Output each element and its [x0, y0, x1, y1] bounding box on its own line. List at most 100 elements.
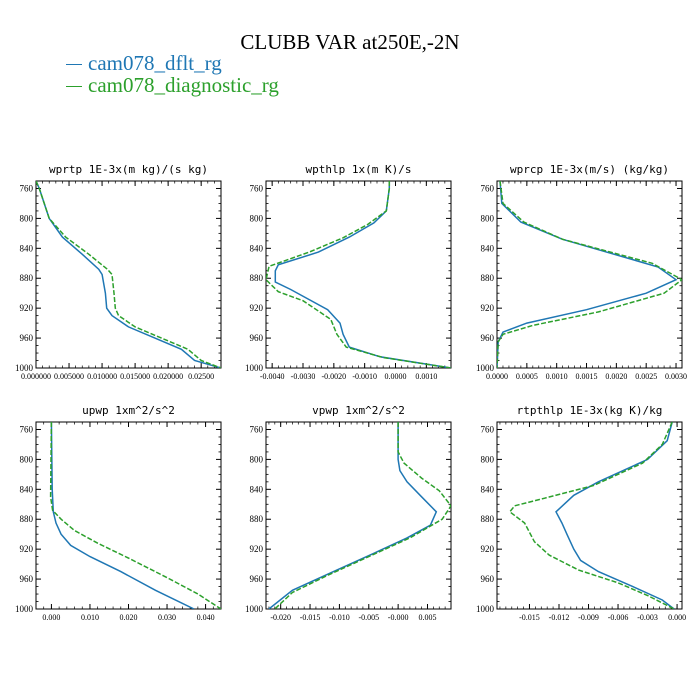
legend: cam078_dflt_rg cam078_diagnostic_rg: [66, 52, 279, 96]
series-line-dflt: [268, 422, 438, 609]
x-tick-label: 0.015000: [120, 372, 150, 381]
series-line-diagnostic: [266, 181, 451, 368]
y-tick-label: 1000: [15, 363, 34, 373]
y-tick-label: 1000: [476, 363, 495, 373]
x-tick-label: 0.02500: [188, 372, 214, 381]
y-tick-label: 760: [20, 424, 34, 434]
y-tick-label: 760: [481, 183, 495, 193]
legend-item-diagnostic: cam078_diagnostic_rg: [66, 74, 279, 96]
y-tick-label: 840: [481, 243, 495, 253]
x-tick-label: 0.0000: [486, 372, 508, 381]
chart-panel-2: wpthlp 1x(m K)/s7608008408809209601000-0…: [245, 163, 452, 381]
x-tick-label: 0.000: [668, 613, 686, 622]
y-tick-label: 920: [481, 303, 495, 313]
chart-panel-3: wprcp 1E-3x(m/s) (kg/kg) 760 800 840 880 920 9…: [476, 163, 687, 381]
panel-title: wprtp 1E-3x(m kg)/(s kg): [49, 163, 208, 176]
x-tick-label: 0.010: [81, 613, 99, 622]
y-tick-label: 1000: [245, 604, 264, 614]
legend-swatch-diagnostic: [66, 85, 82, 87]
x-tick-label: -0.012: [549, 613, 570, 622]
series-line-diagnostic: [49, 422, 221, 609]
series-line-dflt: [274, 181, 451, 368]
y-tick-label: 880: [481, 514, 495, 524]
x-tick-label: 0.005000: [54, 372, 84, 381]
series-line-dflt: [497, 181, 678, 368]
y-tick-label: 920: [250, 303, 264, 313]
y-tick-label: 760: [250, 424, 264, 434]
legend-label-diagnostic: cam078_diagnostic_rg: [88, 73, 279, 97]
plot-frame: [496, 421, 683, 610]
y-tick-label: 800: [250, 213, 264, 223]
plot-frame: [265, 421, 452, 610]
x-tick-label: 0.005: [419, 613, 437, 622]
x-tick-label: 0.0005: [516, 372, 538, 381]
y-tick-label: 840: [20, 484, 34, 494]
x-tick-label: -0.000: [388, 613, 409, 622]
x-tick-label: -0.0030: [291, 372, 316, 381]
y-tick-label: 960: [250, 574, 264, 584]
x-tick-label: -0.003: [637, 613, 658, 622]
y-tick-label: 880: [250, 273, 264, 283]
figure-title: CLUBB VAR at250E,-2N: [240, 30, 460, 54]
series-line-dflt: [555, 422, 675, 609]
y-tick-label: 800: [20, 454, 34, 464]
y-tick-label: 960: [250, 333, 264, 343]
y-tick-label: 960: [481, 333, 495, 343]
y-tick-label: 1000: [476, 604, 495, 614]
y-tick-label: 920: [20, 544, 34, 554]
y-tick-label: 800: [481, 454, 495, 464]
panel-title: rtpthlp 1E-3x(kg K)/kg: [517, 404, 663, 417]
panel-title: wprcp 1E-3x(m/s) (kg/kg): [510, 163, 669, 176]
chart-panel-6: rtpthlp 1E-3x(kg K)/kg 760 800 840 880 920 960…: [476, 404, 686, 622]
x-tick-label: -0.006: [608, 613, 629, 622]
y-tick-label: 800: [250, 454, 264, 464]
y-tick-label: 840: [20, 243, 34, 253]
y-tick-label: 960: [20, 574, 34, 584]
series-line-diagnostic: [274, 422, 451, 609]
series-line-dflt: [36, 181, 221, 368]
x-tick-label: 0.0015: [576, 372, 598, 381]
panel-title: upwp 1xm^2/s^2: [82, 404, 175, 417]
x-tick-label: 0.0030: [665, 372, 687, 381]
plot-frame: [496, 180, 683, 369]
chart-panel-4: upwp 1xm^2/s^2 760 800 840 880 920 960 1000 0.00…: [15, 404, 222, 622]
series-line-diagnostic: [508, 422, 675, 609]
x-tick-label: -0.020: [270, 613, 291, 622]
y-tick-label: 800: [20, 213, 34, 223]
y-tick-label: 920: [481, 544, 495, 554]
x-tick-label: -0.0040: [260, 372, 285, 381]
y-tick-label: 880: [20, 514, 34, 524]
x-tick-label: -0.015: [519, 613, 540, 622]
series-line-diagnostic: [497, 181, 682, 368]
chart-panel-5: vpwp 1xm^2/s^2 760 800 840 880 920 960 1000 -0.0…: [245, 404, 452, 622]
plot-frame: [35, 180, 222, 369]
panel-title: vpwp 1xm^2/s^2: [312, 404, 405, 417]
panel-title: wpthlp 1x(m K)/s: [306, 163, 412, 176]
series-line-diagnostic: [36, 181, 221, 368]
x-tick-label: -0.009: [578, 613, 599, 622]
y-tick-label: 840: [250, 484, 264, 494]
plot-frame: [265, 180, 452, 369]
y-tick-label: 760: [20, 183, 34, 193]
y-tick-label: 880: [250, 514, 264, 524]
x-tick-label: 0.030: [158, 613, 176, 622]
legend-item-dflt: cam078_dflt_rg: [66, 52, 279, 74]
x-tick-label: -0.0020: [321, 372, 346, 381]
x-tick-label: -0.010: [329, 613, 350, 622]
y-tick-label: 880: [20, 273, 34, 283]
legend-swatch-dflt: [66, 63, 82, 65]
y-tick-label: 960: [20, 333, 34, 343]
y-tick-label: 760: [481, 424, 495, 434]
x-tick-label: 0.0000: [385, 372, 407, 381]
x-tick-label: 0.0010: [415, 372, 437, 381]
y-tick-label: 1000: [15, 604, 34, 614]
plot-frame: [35, 421, 222, 610]
y-tick-label: 880: [481, 273, 495, 283]
y-tick-label: 920: [20, 303, 34, 313]
x-tick-label: 0.0010: [546, 372, 568, 381]
x-tick-label: 0.020000: [153, 372, 183, 381]
y-tick-label: 760: [250, 183, 264, 193]
legend-label-dflt: cam078_dflt_rg: [88, 51, 222, 75]
